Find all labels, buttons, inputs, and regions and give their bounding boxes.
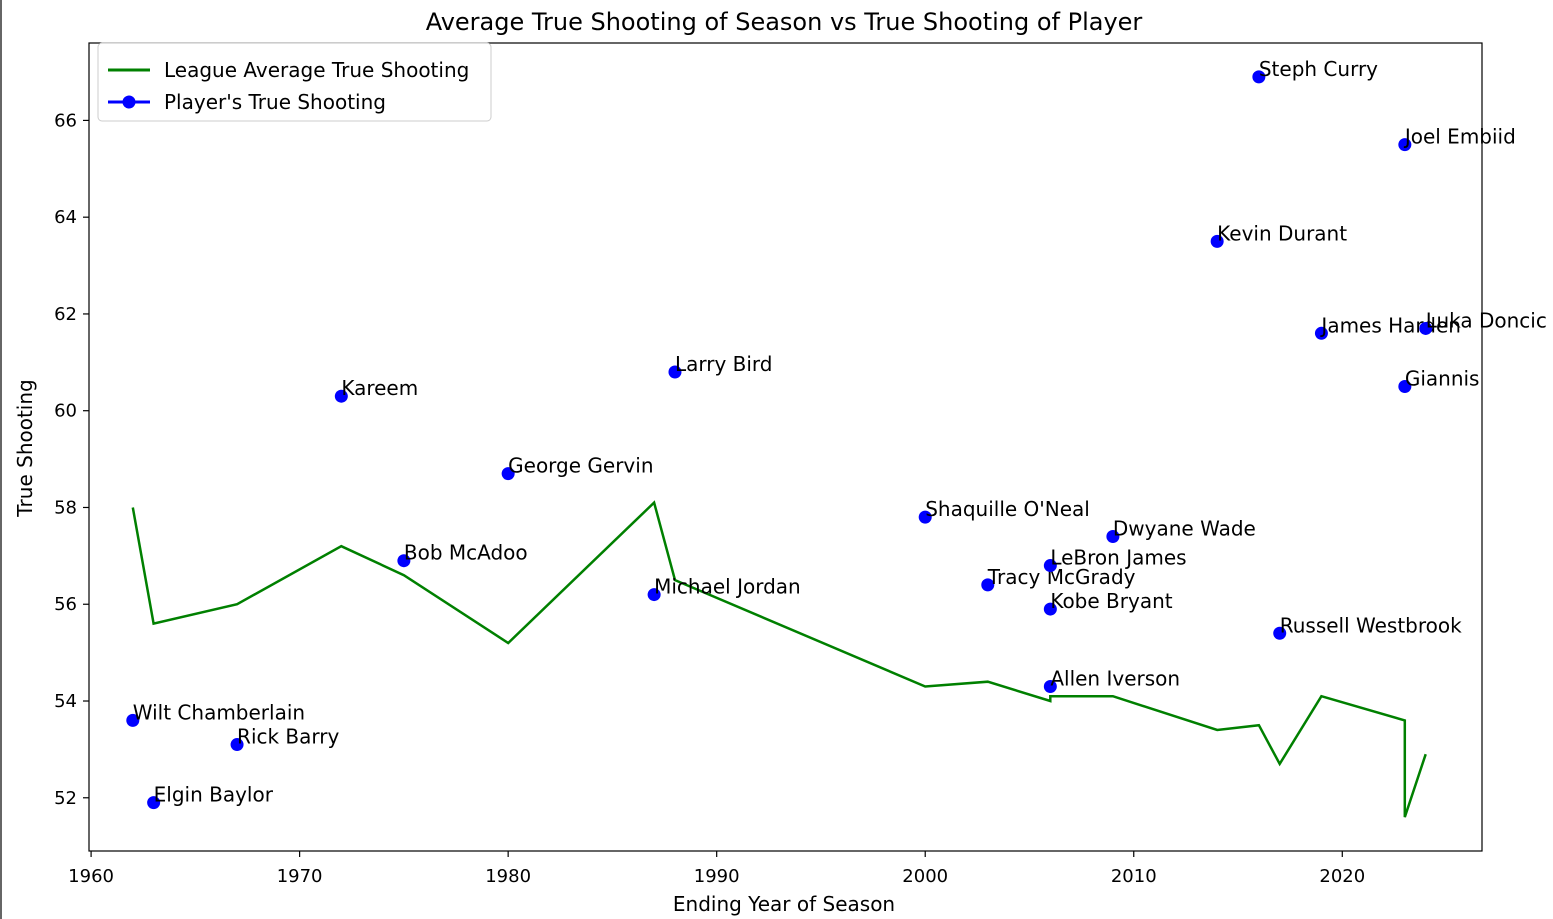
player-point [126, 713, 140, 727]
x-tick-label: 1990 [694, 866, 740, 887]
player-point [334, 389, 348, 403]
player-point [397, 554, 411, 568]
y-tick-label: 58 [54, 497, 77, 518]
player-label: Kobe Bryant [1050, 589, 1172, 613]
player-label: Russell Westbrook [1280, 613, 1462, 637]
player-label: Kareem [341, 376, 418, 400]
player-label: Shaquille O'Neal [925, 497, 1090, 521]
y-tick-label: 52 [54, 788, 77, 809]
player-point [668, 365, 682, 379]
player-label: Dwyane Wade [1113, 517, 1256, 541]
player-point [981, 578, 995, 592]
plot-area: 1960 1970 1980 1990 2000 2010 2020 52 54 56 58 60 62… [54, 42, 1547, 887]
x-tick-label: 1970 [277, 866, 323, 887]
player-label: Giannis [1405, 367, 1480, 391]
player-point [1273, 626, 1287, 640]
series-league-average-line [131, 500, 1427, 818]
player-point [501, 467, 515, 481]
player-point [918, 510, 932, 524]
player-label: LeBron James [1050, 546, 1186, 570]
player-label: Michael Jordan [654, 575, 801, 599]
player-label: Tracy McGrady [987, 565, 1136, 589]
x-tick-label: 1980 [485, 866, 531, 887]
player-label: Rick Barry [237, 725, 339, 749]
player-point [1043, 679, 1057, 693]
player-point [1398, 380, 1412, 394]
player-point [1314, 326, 1328, 340]
y-tick-label: 62 [54, 304, 77, 325]
legend-frame [97, 42, 492, 122]
x-tick-label: 1960 [68, 866, 114, 887]
player-point [230, 738, 244, 752]
player-label: Larry Bird [675, 352, 773, 376]
player-point [1210, 234, 1224, 248]
y-axis-label: True Shooting [13, 379, 37, 517]
player-point [1419, 321, 1433, 335]
axes-frame [88, 42, 1483, 852]
player-label: James Harden [1319, 313, 1461, 337]
player-label: Kevin Durant [1217, 221, 1347, 245]
player-label: George Gervin [508, 454, 653, 478]
x-axis-label: Ending Year of Season [673, 892, 895, 916]
player-point [1252, 70, 1266, 84]
player-point [1043, 602, 1057, 616]
player-label: Luka Doncic [1426, 308, 1547, 332]
y-tick-label: 56 [54, 594, 77, 615]
player-point [647, 588, 661, 602]
player-label: Elgin Baylor [154, 783, 274, 807]
y-tick-label: 64 [54, 207, 77, 228]
legend-entry-player-true-shooting: Player's True Shooting [164, 90, 386, 114]
player-point [147, 796, 161, 810]
chart-title: Average True Shooting of Season vs True … [426, 8, 1143, 36]
player-point [1398, 138, 1412, 152]
legend-entry-league-average: League Average True Shooting [164, 58, 469, 82]
player-label: Bob McAdoo [404, 541, 528, 565]
player-label: Joel Embiid [1403, 125, 1516, 149]
y-tick-label: 54 [54, 691, 77, 712]
y-tick-label: 66 [54, 110, 77, 131]
x-tick-label: 2010 [1111, 866, 1157, 887]
player-point [1106, 530, 1120, 544]
legend-scatter-swatch-marker [122, 95, 136, 109]
x-tick-label: 2000 [902, 866, 948, 887]
player-point [1043, 559, 1057, 573]
player-label: Allen Iverson [1050, 666, 1180, 690]
player-label: Steph Curry [1259, 57, 1378, 81]
legend: League Average True Shooting Player's Tr… [97, 42, 492, 122]
y-tick-label: 60 [54, 401, 77, 422]
player-label: Wilt Chamberlain [133, 700, 305, 724]
window-left-border [0, 0, 2, 919]
x-tick-label: 2020 [1319, 866, 1365, 887]
